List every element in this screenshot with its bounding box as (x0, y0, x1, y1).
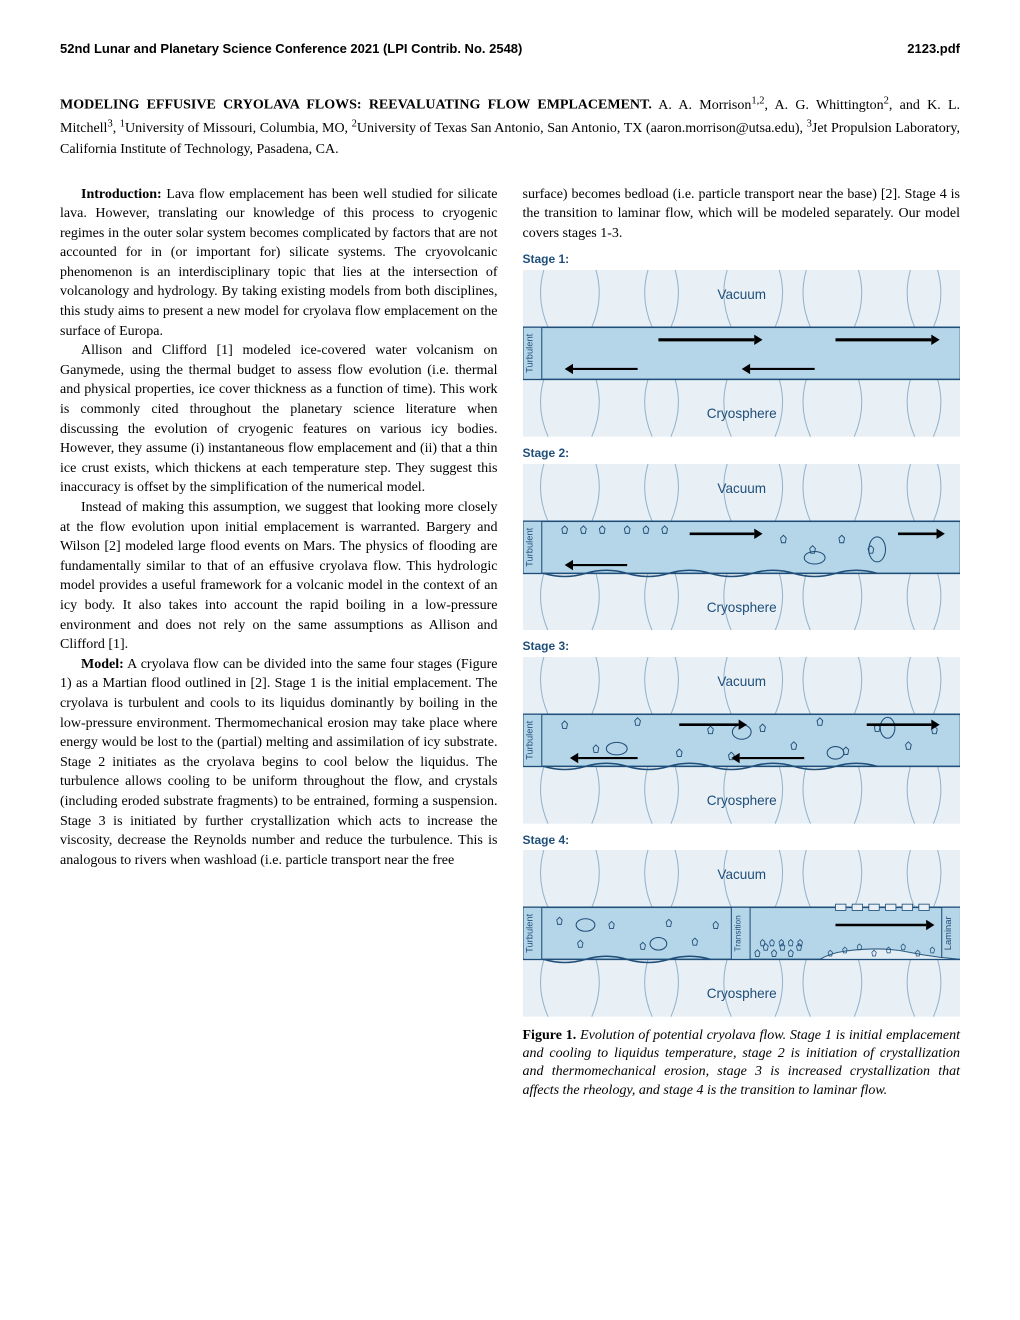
header-left: 52nd Lunar and Planetary Science Confere… (60, 40, 522, 58)
stage-label: Stage 4: (523, 832, 961, 849)
stage-label: Stage 2: (523, 445, 961, 462)
model-para: Model: A cryolava flow can be divided in… (60, 655, 498, 871)
intro-para-2: Allison and Clifford [1] modeled ice-cov… (60, 341, 498, 498)
svg-text:Turbulent: Turbulent (524, 527, 534, 567)
right-column: surface) becomes bedload (i.e. particle … (523, 185, 961, 1100)
svg-text:Cryosphere: Cryosphere (706, 793, 776, 808)
stage-label: Stage 3: (523, 638, 961, 655)
intro-para-1: Introduction: Lava flow emplacement has … (60, 185, 498, 342)
svg-text:Turbulent: Turbulent (524, 720, 534, 760)
figure-caption-text: Evolution of potential cryolava flow. St… (523, 1028, 961, 1098)
svg-text:Vacuum: Vacuum (717, 287, 766, 302)
header-right: 2123.pdf (907, 40, 960, 58)
intro-heading: Introduction: (81, 187, 162, 202)
right-continuation: surface) becomes bedload (i.e. particle … (523, 185, 961, 244)
intro-para-3: Instead of making this assumption, we su… (60, 498, 498, 655)
intro-text-1: Lava flow emplacement has been well stud… (60, 187, 498, 339)
figure-number: Figure 1. (523, 1028, 577, 1043)
svg-text:Transition: Transition (732, 915, 742, 952)
page-header: 52nd Lunar and Planetary Science Confere… (60, 40, 960, 58)
svg-text:Vacuum: Vacuum (717, 868, 766, 883)
title-block: MODELING EFFUSIVE CRYOLAVA FLOWS: REEVAL… (60, 93, 960, 159)
stage-1-diagram: Turbulent Vacuum Cryosphere (523, 270, 961, 437)
svg-text:Cryosphere: Cryosphere (706, 599, 776, 614)
svg-text:Vacuum: Vacuum (717, 481, 766, 496)
figure-caption: Figure 1. Evolution of potential cryolav… (523, 1027, 961, 1100)
stage-label: Stage 1: (523, 251, 961, 268)
svg-text:Vacuum: Vacuum (717, 674, 766, 689)
svg-text:Turbulent: Turbulent (524, 333, 534, 373)
stage-4-diagram: Turbulent Transition Laminar Vacuum Cryosphe… (523, 850, 961, 1017)
model-text: A cryolava flow can be divided into the … (60, 657, 498, 868)
body-columns: Introduction: Lava flow emplacement has … (60, 185, 960, 1100)
left-column: Introduction: Lava flow emplacement has … (60, 185, 498, 1100)
stage-3-diagram: Turbulent Vacuum Cryosphere (523, 657, 961, 824)
svg-text:Turbulent: Turbulent (524, 914, 534, 954)
stage-2-diagram: Turbulent Vacuum Cryosphere (523, 464, 961, 631)
svg-text:Laminar: Laminar (943, 917, 953, 951)
figure-1: Stage 1: Turbulent Vacuum Cryosphere Stage … (523, 251, 961, 1017)
svg-text:Cryosphere: Cryosphere (706, 406, 776, 421)
paper-title: MODELING EFFUSIVE CRYOLAVA FLOWS: REEVAL… (60, 98, 652, 113)
svg-text:Cryosphere: Cryosphere (706, 986, 776, 1001)
model-heading: Model: (81, 657, 124, 672)
